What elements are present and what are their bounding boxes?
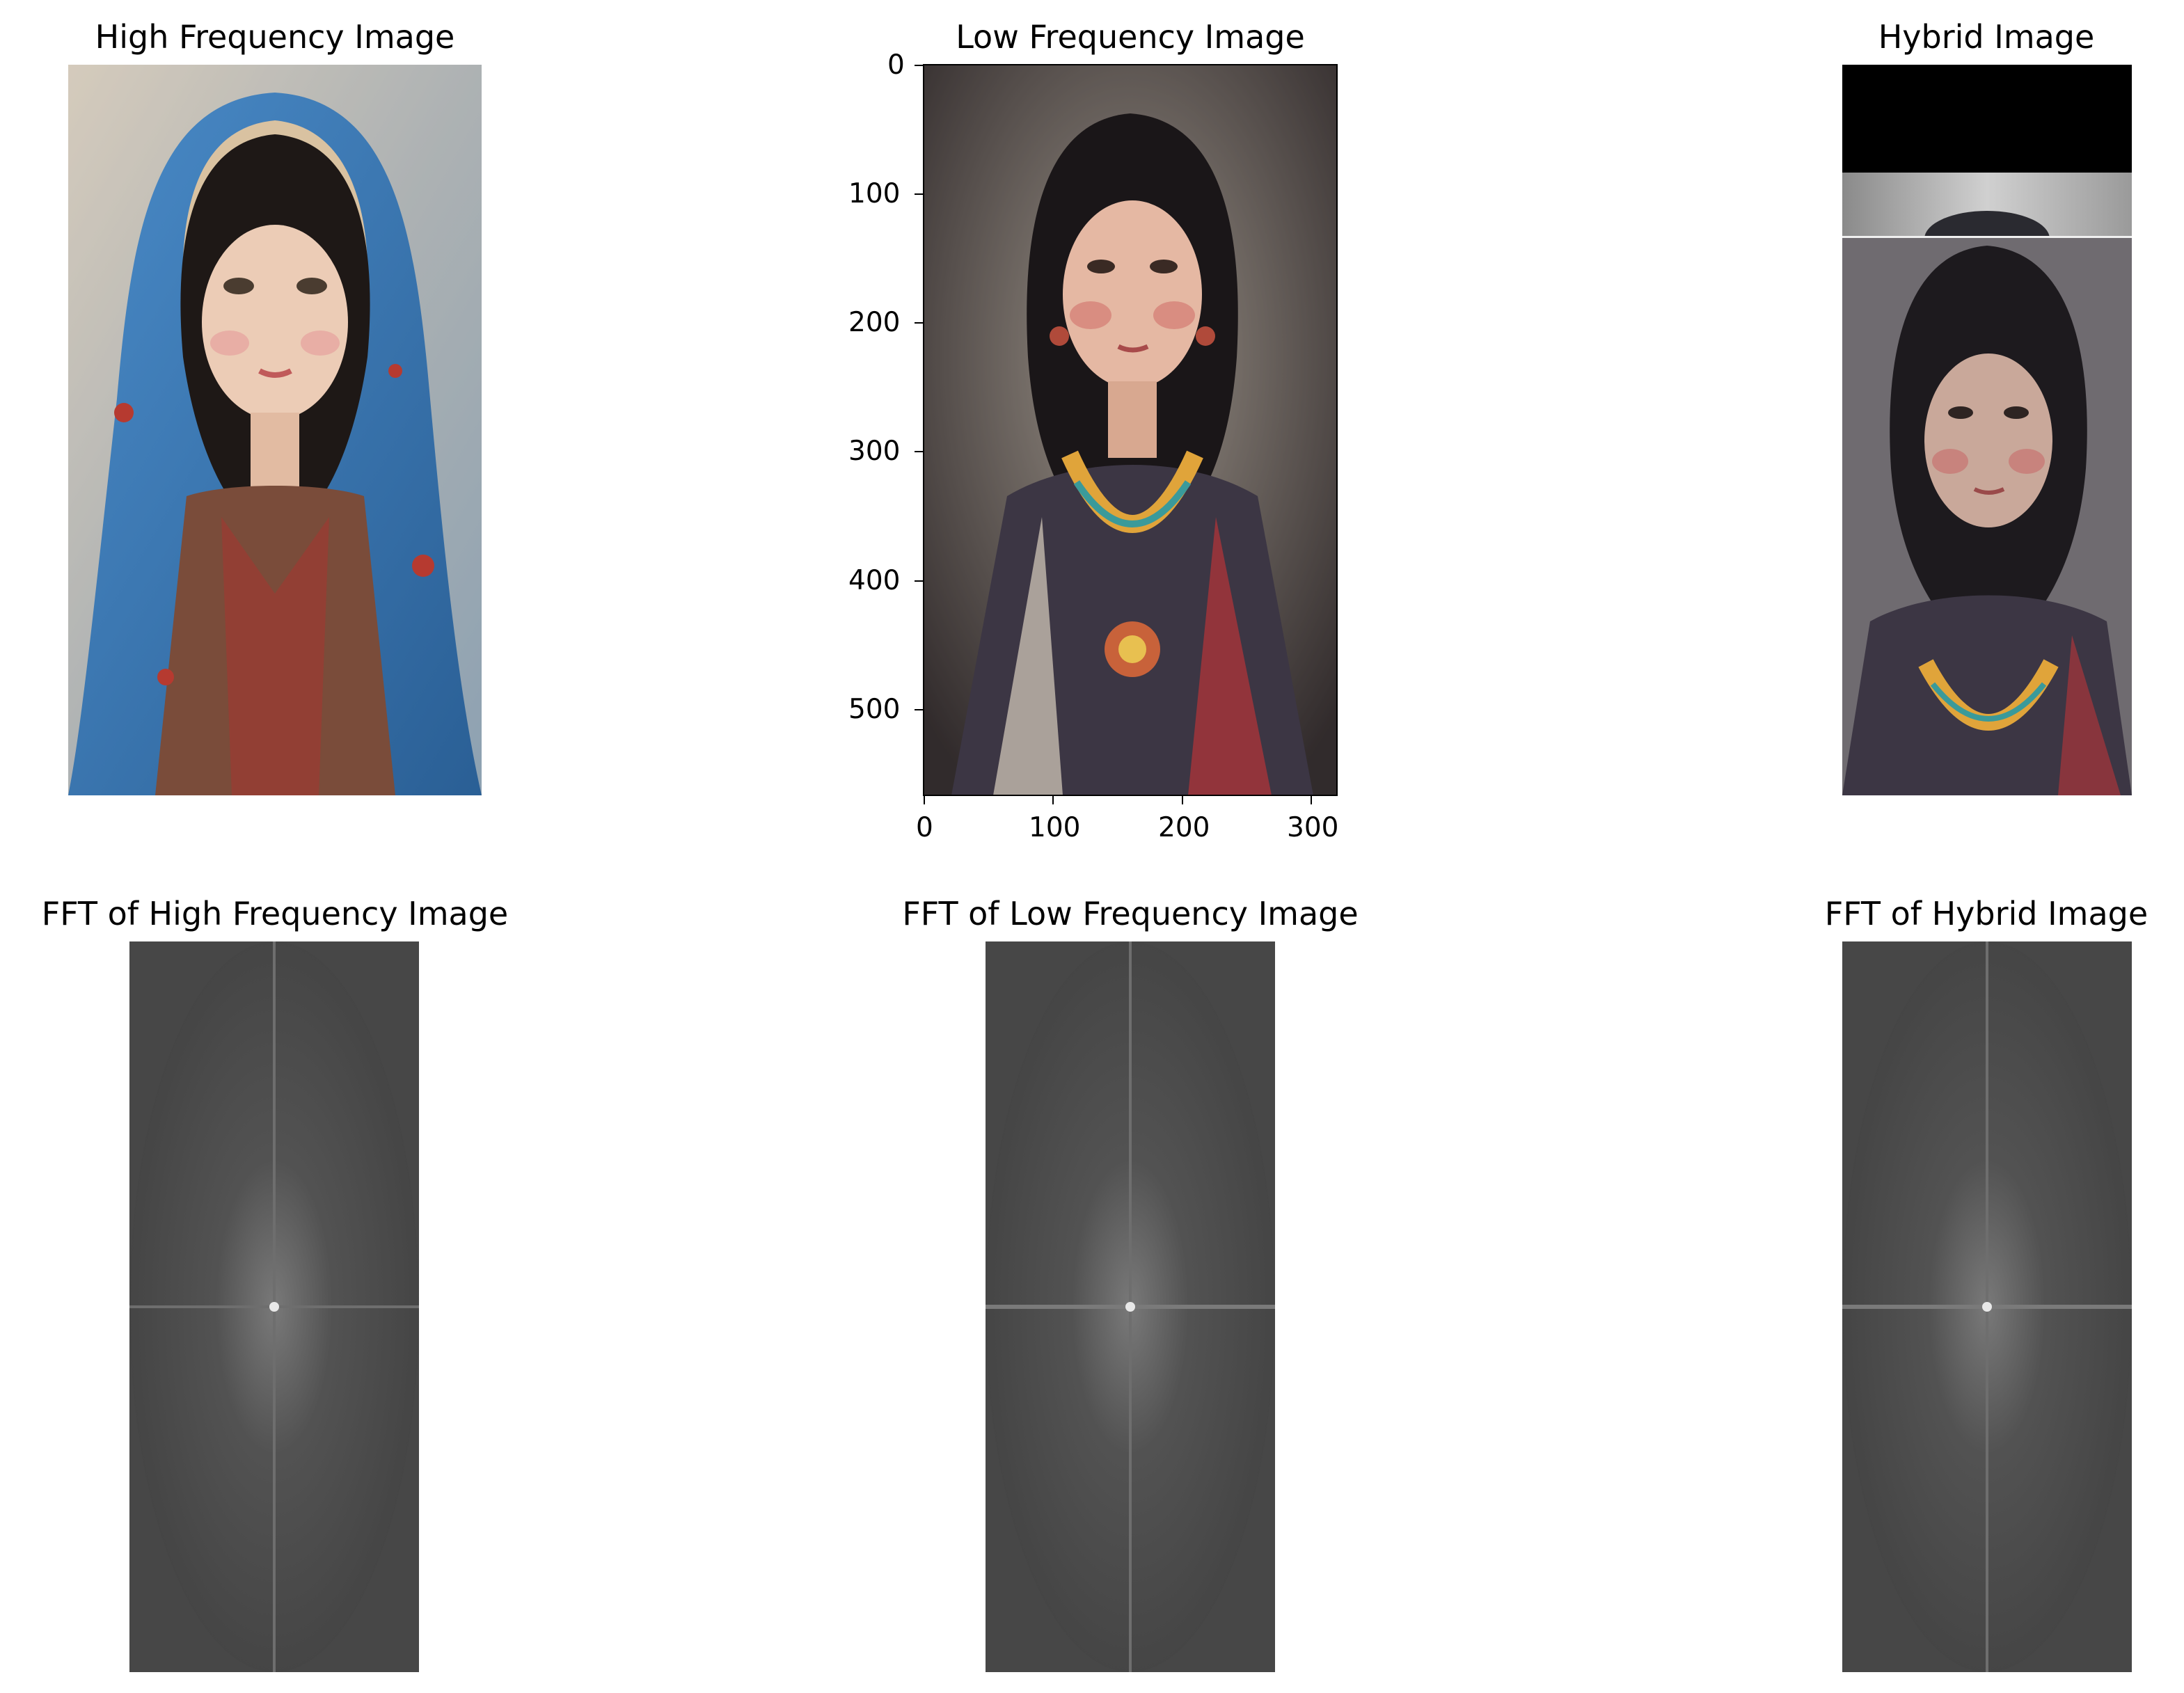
low-frequency-title: Low Frequency Image bbox=[956, 18, 1305, 56]
high-frequency-title: High Frequency Image bbox=[95, 18, 455, 56]
x-tick-label: 300 bbox=[1287, 812, 1339, 843]
y-tick-label: 0 bbox=[887, 49, 905, 81]
y-tick-mark bbox=[915, 193, 923, 195]
hybrid-image bbox=[1842, 65, 2132, 795]
y-tick-mark bbox=[915, 322, 923, 324]
fft-high-image bbox=[129, 941, 419, 1672]
x-tick-mark bbox=[924, 796, 925, 804]
y-tick-mark bbox=[915, 65, 923, 66]
fft-hybrid-title: FFT of Hybrid Image bbox=[1824, 895, 2149, 932]
fft-hybrid-image bbox=[1842, 941, 2132, 1672]
hybrid-title: Hybrid Image bbox=[1878, 18, 2095, 56]
y-tick-label: 500 bbox=[848, 694, 901, 725]
fft-low-title: FFT of Low Frequency Image bbox=[902, 895, 1359, 932]
fft-high-title: FFT of High Frequency Image bbox=[41, 895, 509, 932]
x-tick-label: 200 bbox=[1158, 812, 1210, 843]
y-tick-mark bbox=[915, 451, 923, 452]
x-tick-label: 0 bbox=[916, 812, 933, 843]
y-tick-label: 300 bbox=[848, 436, 901, 467]
x-tick-mark bbox=[1052, 796, 1054, 804]
x-tick-label: 100 bbox=[1029, 812, 1081, 843]
y-tick-label: 400 bbox=[848, 565, 901, 596]
high-frequency-image bbox=[68, 65, 482, 795]
y-tick-mark bbox=[915, 580, 923, 582]
x-tick-mark bbox=[1182, 796, 1183, 804]
y-tick-label: 200 bbox=[848, 307, 901, 338]
fft-low-image bbox=[986, 941, 1275, 1672]
y-tick-mark bbox=[915, 709, 923, 710]
x-tick-mark bbox=[1311, 796, 1312, 804]
low-frequency-image bbox=[924, 65, 1337, 795]
y-tick-label: 100 bbox=[848, 178, 901, 209]
